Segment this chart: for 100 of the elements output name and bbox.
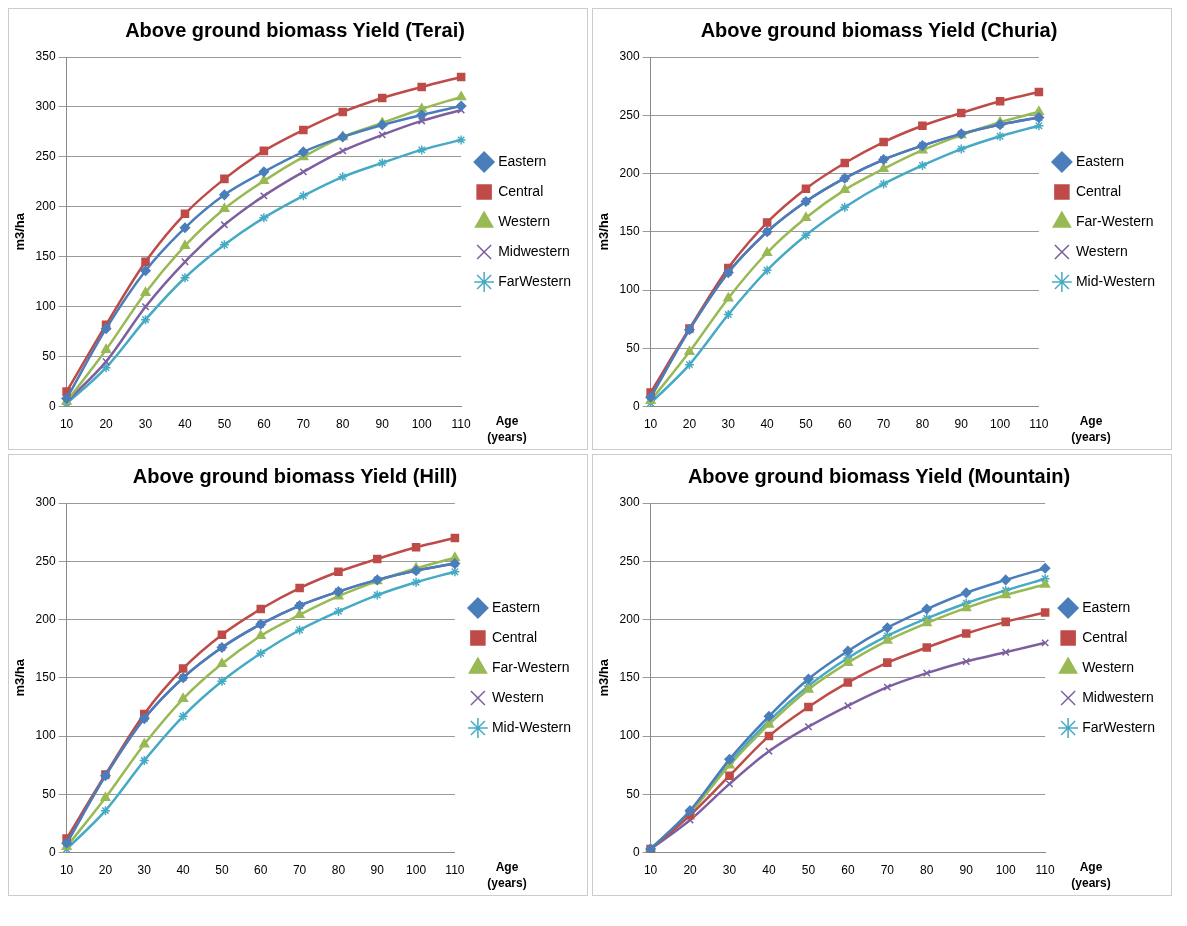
legend-label: Central: [1075, 182, 1122, 199]
x-tick-label: 30: [138, 417, 153, 432]
y-axis-title: m3/ha: [596, 212, 612, 251]
legend-label: Mid-Western: [1075, 272, 1155, 289]
y-tick-label: 350: [35, 49, 56, 64]
y-tick-label: 50: [42, 786, 56, 801]
x-tick-label: 50: [215, 863, 229, 878]
legend-label: Central: [498, 182, 544, 199]
x-tick-label: 40: [762, 863, 776, 878]
chart-title: Above ground biomass Yield (Churia): [700, 18, 1058, 41]
legend-label: FarWestern: [1082, 718, 1155, 735]
x-tick-label: 100: [990, 417, 1011, 432]
y-tick-label: 100: [619, 282, 640, 297]
y-axis-title: m3/ha: [12, 212, 28, 251]
x-axis-title: Age (years): [486, 413, 528, 445]
legend-label: Western: [1075, 242, 1128, 259]
x-tick-label: 10: [643, 863, 658, 878]
y-tick-label: 250: [619, 553, 640, 568]
y-tick-label: 200: [35, 611, 56, 626]
y-tick-label: 0: [632, 844, 640, 859]
x-tick-label: 30: [722, 863, 737, 878]
x-tick-label: 70: [880, 863, 895, 878]
x-tick-label: 30: [721, 417, 736, 432]
y-tick-label: 100: [35, 299, 56, 314]
y-tick-label: 250: [35, 149, 56, 164]
legend-label: Western: [498, 212, 550, 229]
x-tick-label: 110: [445, 863, 465, 878]
legend-label: Western: [491, 688, 544, 705]
legend-label: Eastern: [491, 598, 541, 615]
y-tick-label: 300: [619, 49, 640, 64]
legend-label: Central: [1082, 628, 1128, 645]
y-tick-label: 200: [619, 611, 640, 626]
y-tick-label: 150: [35, 249, 56, 264]
y-tick-label: 100: [619, 728, 640, 743]
x-tick-label: 50: [217, 417, 232, 432]
legend-label: Eastern: [498, 152, 547, 169]
chart-title: Above ground biomass Yield (Terai): [125, 18, 465, 41]
y-tick-label: 250: [619, 107, 640, 122]
x-tick-label: 40: [176, 863, 191, 878]
y-tick-label: 250: [35, 553, 56, 568]
legend-label: Mid-Western: [491, 718, 571, 735]
x-tick-label: 90: [954, 417, 969, 432]
legend-label: Eastern: [1082, 598, 1131, 615]
y-tick-label: 0: [48, 844, 56, 859]
y-tick-label: 150: [35, 670, 56, 685]
x-tick-label: 100: [995, 863, 1017, 878]
x-tick-label: 60: [254, 863, 268, 878]
x-tick-label: 110: [451, 417, 472, 432]
legend-label: Far-Western: [1075, 212, 1154, 229]
y-tick-label: 300: [35, 99, 56, 114]
x-tick-label: 90: [370, 863, 385, 878]
y-tick-label: 150: [619, 224, 640, 239]
legend-label: Eastern: [1075, 152, 1125, 169]
x-axis-title: Age (years): [1070, 413, 1112, 445]
y-tick-label: 50: [626, 786, 640, 801]
legend-label: Midwestern: [1082, 688, 1154, 705]
y-tick-label: 0: [48, 398, 56, 413]
y-axis-title: m3/ha: [596, 658, 612, 697]
y-axis-title: m3/ha: [12, 658, 28, 697]
y-tick-label: 200: [35, 199, 56, 214]
legend-label: FarWestern: [498, 272, 571, 289]
x-tick-label: 90: [375, 417, 390, 432]
legend-label: Central: [491, 628, 538, 645]
x-tick-label: 110: [1029, 417, 1049, 432]
y-tick-label: 200: [619, 165, 640, 180]
x-axis-title: Age (years): [1070, 859, 1112, 891]
legend-label: Western: [1082, 658, 1134, 675]
y-tick-label: 150: [619, 670, 640, 685]
y-tick-label: 300: [619, 495, 640, 510]
x-tick-label: 80: [920, 863, 934, 878]
x-tick-label: 90: [959, 863, 974, 878]
x-tick-label: 80: [331, 863, 346, 878]
x-tick-label: 20: [683, 863, 698, 878]
x-tick-label: 10: [59, 417, 74, 432]
x-tick-label: 100: [411, 417, 433, 432]
chart-title: Above ground biomass Yield (Mountain): [687, 464, 1071, 487]
x-tick-label: 40: [760, 417, 775, 432]
x-tick-label: 70: [296, 417, 311, 432]
legend-label: Midwestern: [498, 242, 570, 259]
y-tick-label: 0: [632, 398, 640, 413]
x-tick-label: 60: [257, 417, 271, 432]
x-tick-label: 70: [876, 417, 891, 432]
x-tick-label: 50: [799, 417, 813, 432]
x-tick-label: 30: [137, 863, 152, 878]
x-tick-label: 20: [98, 863, 113, 878]
x-tick-label: 60: [841, 863, 855, 878]
x-tick-label: 40: [178, 417, 192, 432]
legend-label: Far-Western: [491, 658, 570, 675]
x-tick-label: 10: [59, 863, 74, 878]
y-tick-label: 50: [42, 348, 56, 363]
x-tick-label: 60: [838, 417, 852, 432]
x-axis-title: Age (years): [486, 859, 528, 891]
x-tick-label: 50: [801, 863, 816, 878]
y-tick-label: 300: [35, 495, 56, 510]
x-tick-label: 20: [682, 417, 697, 432]
y-tick-label: 100: [35, 728, 56, 743]
x-tick-label: 20: [99, 417, 114, 432]
x-tick-label: 80: [336, 417, 350, 432]
x-tick-label: 80: [915, 417, 930, 432]
y-tick-label: 50: [626, 340, 640, 355]
